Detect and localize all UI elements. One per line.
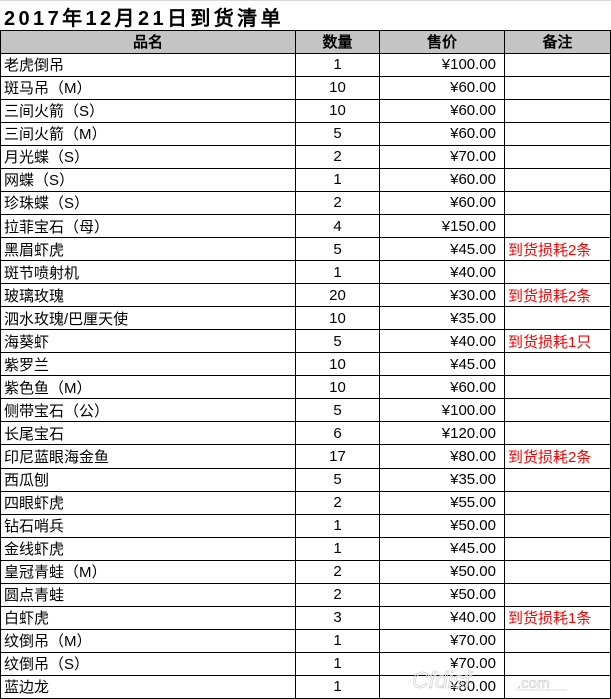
svg-text:Cfdisf: Cfdisf (412, 667, 473, 693)
svg-text:.com: .com (517, 675, 550, 692)
